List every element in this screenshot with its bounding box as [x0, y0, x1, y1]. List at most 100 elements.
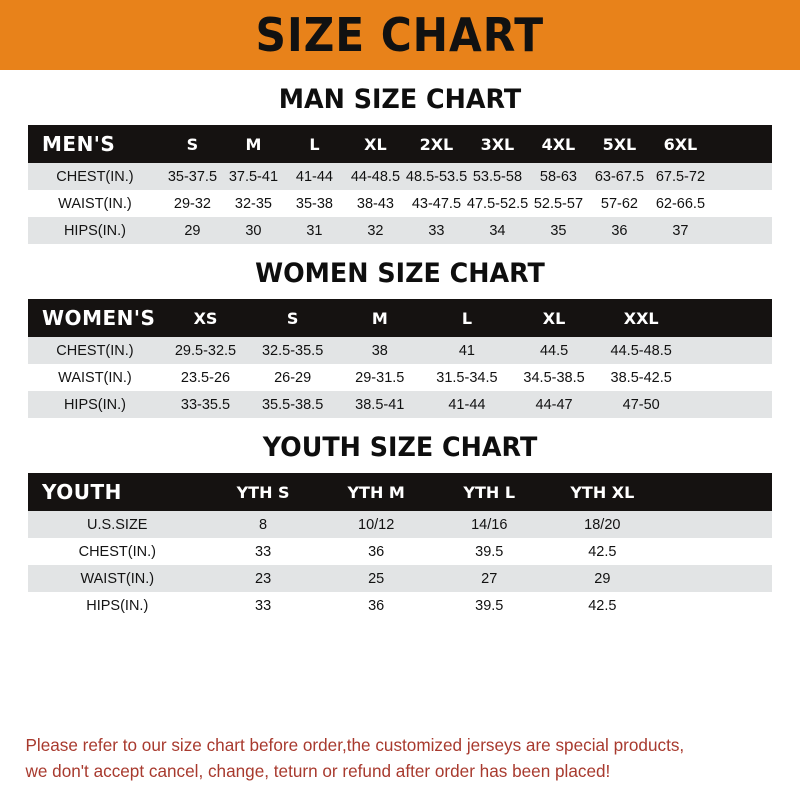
- measurement-cell: 36: [319, 538, 433, 565]
- column-header-m: M: [336, 299, 424, 337]
- column-header-l: L: [423, 299, 511, 337]
- column-header-rowlabel: MEN'S: [28, 125, 162, 163]
- section-title-man: MAN SIZE CHART: [278, 84, 522, 115]
- measurement-cell: 14/16: [432, 511, 546, 538]
- column-header-xl: XL: [344, 125, 406, 163]
- measurement-cell: 48.5-53.5: [405, 163, 467, 190]
- measurement-cell: 44.5: [510, 337, 598, 364]
- measurement-cell: 33: [206, 538, 320, 565]
- table-row: CHEST(IN.) 35-37.5 37.5-41 41-44 44-48.5 48.5…: [28, 163, 772, 190]
- measurement-cell: 52.5-57: [527, 190, 589, 217]
- column-header-yth-m: YTH M: [319, 473, 433, 511]
- measurement-cell-spacer: [658, 511, 772, 538]
- table-wrap-youth: YOUTH YTH S YTH M YTH L YTH XL U.S.SIZE 8 10/1…: [0, 473, 800, 619]
- measurement-cell: 47-50: [597, 391, 685, 418]
- table-row: HIPS(IN.) 33-35.5 35.5-38.5 38.5-41 41-44 44-…: [28, 391, 772, 418]
- measurement-cell: 29-31.5: [336, 364, 424, 391]
- section-title-women: WOMEN SIZE CHART: [255, 258, 545, 289]
- section-title-youth: YOUTH SIZE CHART: [262, 432, 538, 463]
- measurement-cell: 33: [405, 217, 467, 244]
- column-header-yth-xl: YTH XL: [545, 473, 659, 511]
- disclaimer-note: Please refer to our size chart before or…: [0, 723, 784, 800]
- column-header-yth-s: YTH S: [206, 473, 320, 511]
- measurement-cell: 36: [319, 592, 433, 619]
- measurement-cell: 43-47.5: [405, 190, 467, 217]
- table-row: HIPS(IN.) 33 36 39.5 42.5: [28, 592, 772, 619]
- column-header-2xl: 2XL: [405, 125, 467, 163]
- column-header-spacer: [658, 473, 772, 511]
- table-header-row: WOMEN'S XS S M L XL XXL: [28, 299, 772, 337]
- measurement-cell: 44-47: [510, 391, 598, 418]
- measurement-cell: 33-35.5: [161, 391, 250, 418]
- measurement-cell: 47.5-52.5: [466, 190, 528, 217]
- measurement-cell: 38-43: [344, 190, 406, 217]
- row-label: CHEST(IN.): [28, 538, 207, 565]
- measurement-cell-spacer: [684, 364, 772, 391]
- measurement-cell: 38: [336, 337, 424, 364]
- measurement-cell: 31: [283, 217, 345, 244]
- measurement-cell: 23: [206, 565, 320, 592]
- measurement-cell-spacer: [684, 337, 772, 364]
- measurement-cell: 63-67.5: [588, 163, 650, 190]
- column-header-xxl: XXL: [597, 299, 685, 337]
- measurement-cell: 38.5-42.5: [597, 364, 685, 391]
- disclaimer-line-2: we don't accept cancel, change, teturn o…: [25, 760, 611, 781]
- measurement-cell: 44.5-48.5: [597, 337, 685, 364]
- measurement-cell: 44-48.5: [344, 163, 406, 190]
- measurement-cell: 29: [545, 565, 659, 592]
- measurement-cell: 58-63: [527, 163, 589, 190]
- measurement-cell-spacer: [658, 592, 772, 619]
- measurement-cell: 53.5-58: [466, 163, 528, 190]
- table-row: CHEST(IN.) 33 36 39.5 42.5: [28, 538, 772, 565]
- measurement-cell: 62-66.5: [649, 190, 711, 217]
- row-label: WAIST(IN.): [28, 364, 162, 391]
- table-header-row: MEN'S S M L XL 2XL 3XL 4XL 5XL 6XL: [28, 125, 772, 163]
- row-label: CHEST(IN.): [28, 337, 162, 364]
- size-table-youth: YOUTH YTH S YTH M YTH L YTH XL U.S.SIZE 8 10/1…: [28, 473, 772, 619]
- table-wrap-women: WOMEN'S XS S M L XL XXL CHEST(IN.) 29.5-32.5 32.…: [0, 299, 800, 418]
- measurement-cell: 38.5-41: [336, 391, 424, 418]
- row-label: HIPS(IN.): [28, 391, 162, 418]
- measurement-cell: 27: [432, 565, 546, 592]
- measurement-cell: 35: [527, 217, 589, 244]
- table-header-row: YOUTH YTH S YTH M YTH L YTH XL: [28, 473, 772, 511]
- measurement-cell: 35.5-38.5: [249, 391, 337, 418]
- measurement-cell: 29.5-32.5: [161, 337, 250, 364]
- measurement-cell: 39.5: [432, 538, 546, 565]
- column-header-rowlabel: WOMEN'S: [28, 299, 162, 337]
- measurement-cell: 34.5-38.5: [510, 364, 598, 391]
- column-header-xs: XS: [161, 299, 250, 337]
- column-header-spacer: [684, 299, 772, 337]
- disclaimer-line-1: Please refer to our size chart before or…: [25, 735, 685, 756]
- size-table-man: MEN'S S M L XL 2XL 3XL 4XL 5XL 6XL CHEST(IN.) 35-3…: [28, 125, 772, 244]
- measurement-cell: 29-32: [161, 190, 223, 217]
- measurement-cell: 42.5: [545, 538, 659, 565]
- size-chart-sections: MAN SIZE CHART MEN'S S M L XL 2XL 3XL 4XL 5XL 6XL …: [0, 70, 800, 619]
- measurement-cell: 35-37.5: [161, 163, 223, 190]
- measurement-cell: 18/20: [545, 511, 659, 538]
- measurement-cell: 10/12: [319, 511, 433, 538]
- column-header-yth-l: YTH L: [432, 473, 546, 511]
- table-row: U.S.SIZE 8 10/12 14/16 18/20: [28, 511, 772, 538]
- measurement-cell: 41-44: [283, 163, 345, 190]
- measurement-cell: 23.5-26: [161, 364, 250, 391]
- measurement-cell: 32.5-35.5: [249, 337, 337, 364]
- measurement-cell-spacer: [710, 163, 772, 190]
- measurement-cell: 35-38: [283, 190, 345, 217]
- section-youth: YOUTH SIZE CHART YOUTH YTH S YTH M YTH L YTH …: [0, 418, 800, 619]
- page-banner: SIZE CHART: [0, 0, 800, 70]
- measurement-cell: 36: [588, 217, 650, 244]
- measurement-cell-spacer: [710, 190, 772, 217]
- measurement-cell: 67.5-72: [649, 163, 711, 190]
- measurement-cell-spacer: [658, 565, 772, 592]
- column-header-4xl: 4XL: [527, 125, 589, 163]
- table-row: WAIST(IN.) 23 25 27 29: [28, 565, 772, 592]
- measurement-cell: 39.5: [432, 592, 546, 619]
- measurement-cell: 32: [344, 217, 406, 244]
- measurement-cell-spacer: [658, 538, 772, 565]
- column-header-rowlabel: YOUTH: [28, 473, 207, 511]
- column-header-l: L: [283, 125, 345, 163]
- measurement-cell: 34: [466, 217, 528, 244]
- measurement-cell: 41: [423, 337, 511, 364]
